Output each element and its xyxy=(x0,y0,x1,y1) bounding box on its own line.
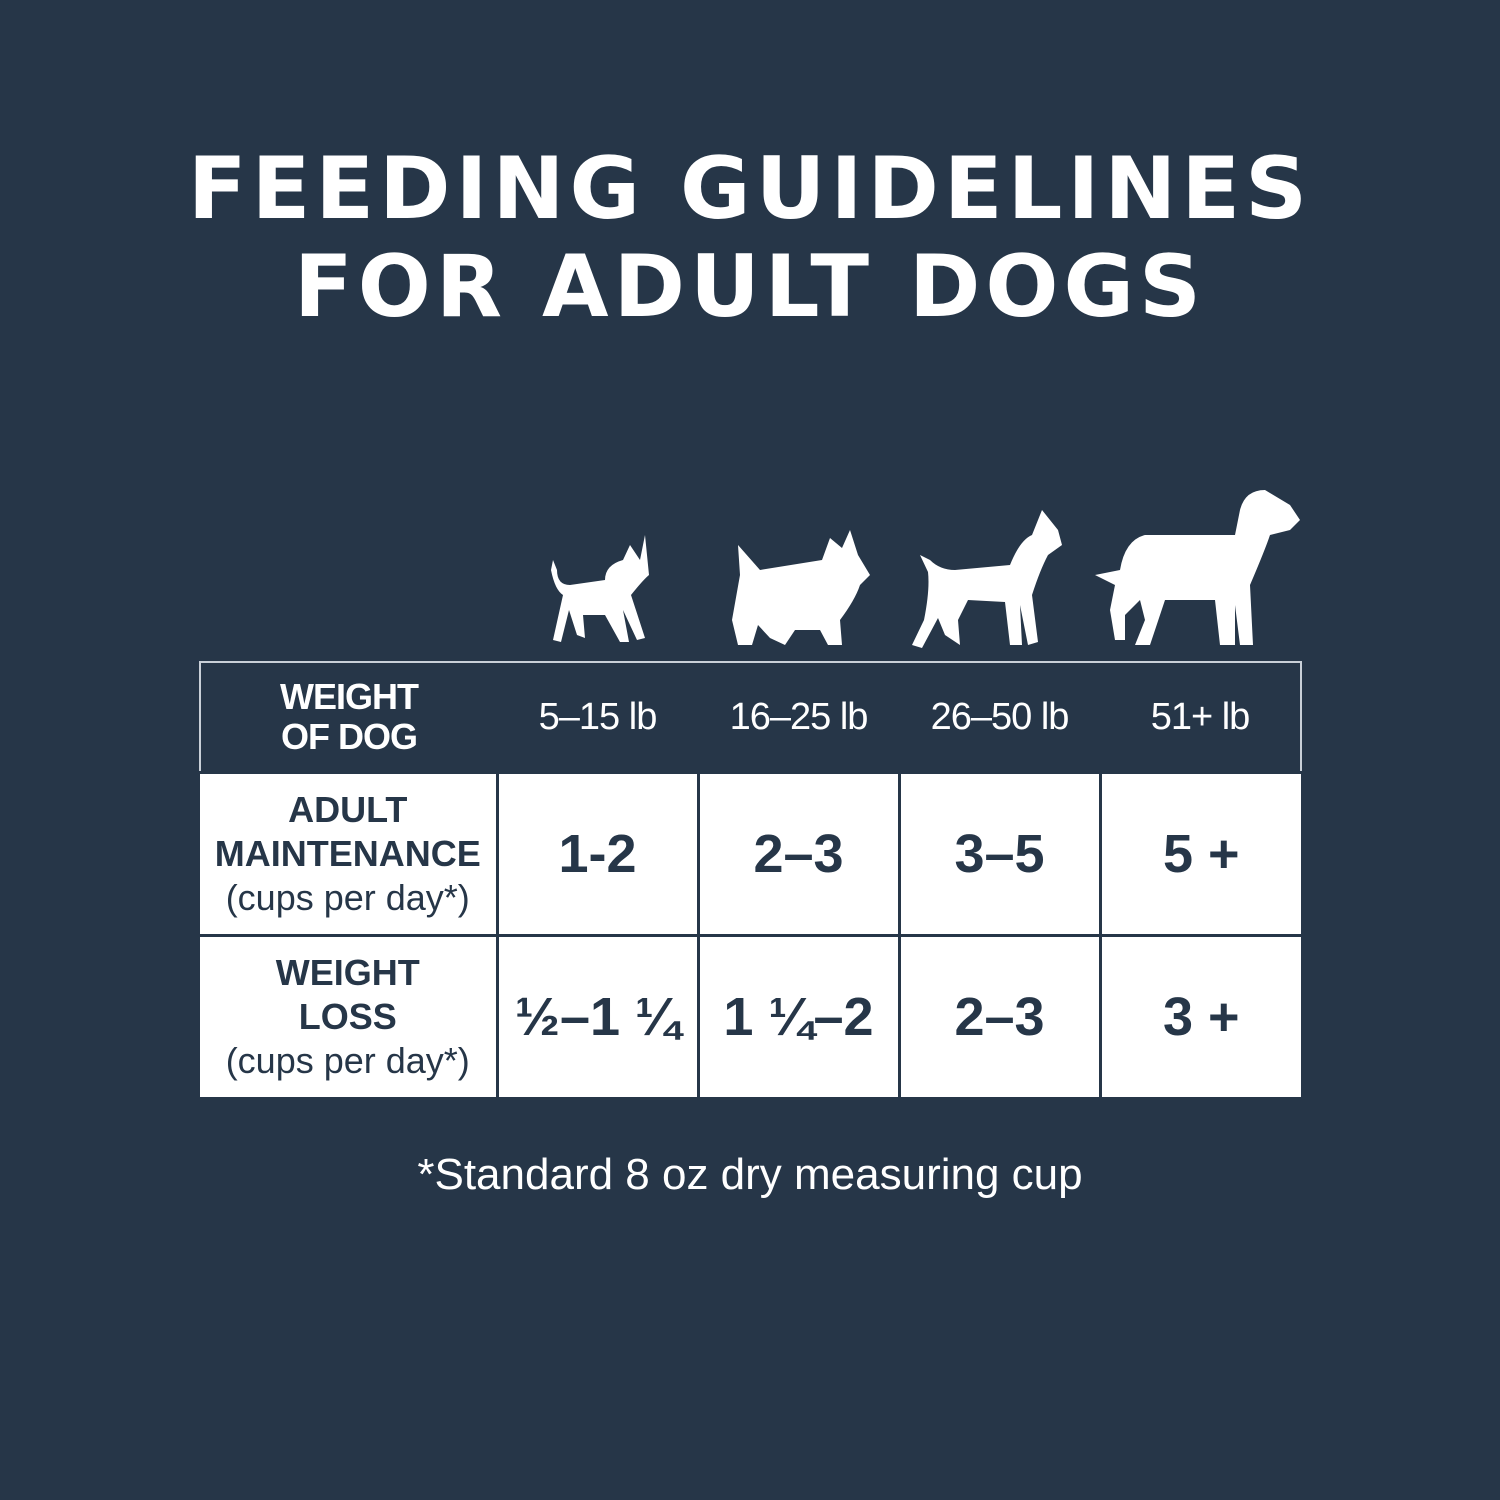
table-row: WEIGHT LOSS (cups per day*) ½–1 ¼ 1 ¼–2 2–… xyxy=(200,934,1301,1097)
column-header: 5–15 lb xyxy=(497,661,698,773)
row-label: WEIGHT LOSS (cups per day*) xyxy=(200,934,499,1097)
table-cell: 2–3 xyxy=(696,771,901,937)
table-row: ADULT MAINTENANCE (cups per day*) 1-2 2–3 … xyxy=(200,771,1301,937)
row-label-line-2: MAINTENANCE xyxy=(214,833,481,874)
terrier-dog-icon xyxy=(732,530,870,645)
footnote: *Standard 8 oz dry measuring cup xyxy=(417,1150,1083,1199)
table-cell: 1-2 xyxy=(495,771,700,937)
column-header: 16–25 lb xyxy=(698,661,899,773)
row-label-line-1: WEIGHT xyxy=(275,952,420,993)
row-label-line-2: LOSS xyxy=(298,996,397,1037)
feeding-table: WEIGHT OF DOG 5–15 lb 16–25 lb 26–50 lb 5… xyxy=(199,661,1302,1097)
title-line-1: FEEDING GUIDELINES xyxy=(187,139,1313,239)
table-cell: 3–5 xyxy=(897,771,1102,937)
row-label-line-1: ADULT xyxy=(288,789,408,830)
table-cell: ½–1 ¼ xyxy=(495,934,700,1097)
dog-icons xyxy=(520,485,1320,650)
small-dog-chihuahua-icon xyxy=(551,535,649,642)
header-label-line-2: OF DOG xyxy=(281,716,418,757)
row-unit: (cups per day*) xyxy=(225,877,470,918)
table-header-row: WEIGHT OF DOG 5–15 lb 16–25 lb 26–50 lb 5… xyxy=(199,661,1302,773)
boxer-dog-icon xyxy=(912,510,1062,648)
title-line-2: FOR ADULT DOGS xyxy=(294,237,1206,337)
row-unit: (cups per day*) xyxy=(225,1040,470,1081)
row-label: ADULT MAINTENANCE (cups per day*) xyxy=(200,771,499,937)
table-cell: 1 ¼–2 xyxy=(696,934,901,1097)
page-title: FEEDING GUIDELINES FOR ADULT DOGS xyxy=(0,140,1500,336)
column-header: 26–50 lb xyxy=(899,661,1100,773)
table-cell: 2–3 xyxy=(897,934,1102,1097)
column-header: 51+ lb xyxy=(1100,661,1302,773)
header-label: WEIGHT OF DOG xyxy=(199,661,497,773)
large-dog-rottweiler-icon xyxy=(1095,490,1300,645)
header-label-line-1: WEIGHT xyxy=(280,676,419,717)
table-cell: 5 + xyxy=(1098,771,1301,937)
table-cell: 3 + xyxy=(1098,934,1301,1097)
